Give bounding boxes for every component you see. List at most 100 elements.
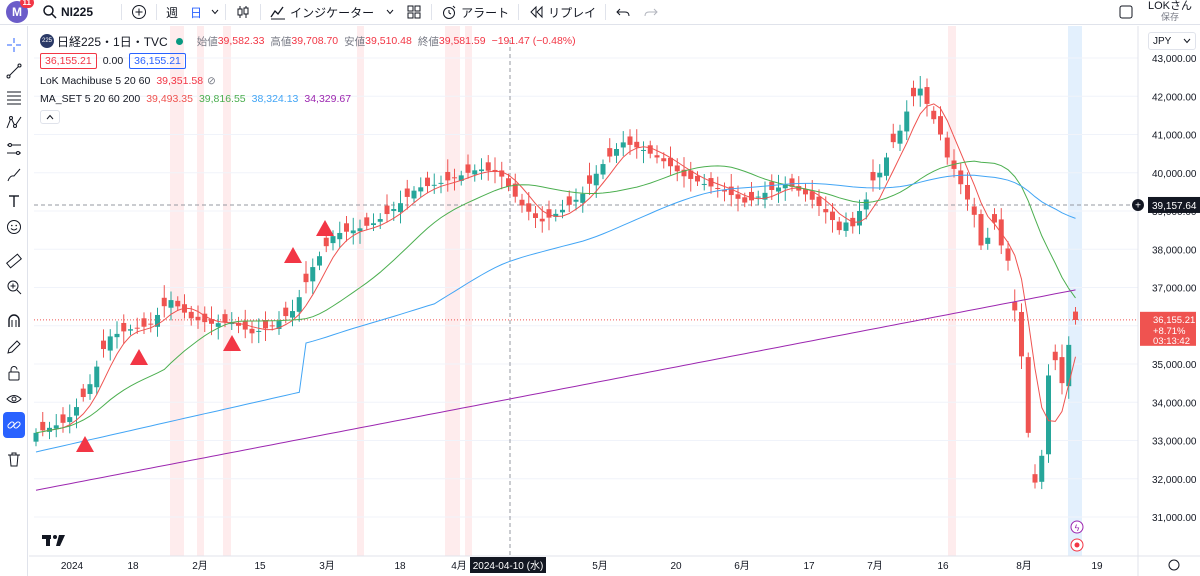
candle-body [816,196,822,207]
moving-averages [35,103,1076,491]
forecast-tool[interactable] [0,136,28,162]
layout-button[interactable] [400,0,428,25]
candle-body [398,203,403,213]
alert-button[interactable]: アラート [435,0,515,25]
close-value: 39,581.59 [438,35,486,47]
lock-tool[interactable] [0,360,28,386]
ma60-line [35,174,1076,453]
candle-body [344,223,349,232]
brush-icon [7,168,21,182]
timeframe-dropdown[interactable] [208,0,222,25]
open-label: 始値 [196,35,218,48]
candle-body [776,187,781,192]
hide-tool[interactable] [0,386,28,412]
time-tick-label: 2024 [61,561,84,572]
candle-body [40,421,46,431]
indicator-row-1[interactable]: LoK Machibuse 5 20 60 39,351.58 ⊘ [40,72,576,90]
candle-body [323,237,329,247]
buy-signal-triangle [223,335,241,351]
candle-body [1032,474,1038,483]
candle-body [269,325,275,327]
crosshair-tool[interactable] [0,32,28,58]
timeframe-day[interactable]: 日 [190,5,203,20]
candle-body [762,192,768,200]
candle-body [101,340,106,350]
trash-tool[interactable] [0,446,28,472]
symbol-name: NI225 [61,5,94,19]
tradingview-logo[interactable] [42,532,66,551]
candle-body [242,321,248,330]
magnet-tool[interactable] [0,308,28,334]
symbol-title[interactable]: 日経225・1日・TVC [57,34,168,49]
sell-button[interactable]: 36,155.21 [40,53,97,69]
event-record-dot [1074,542,1080,548]
price-tick-label: 34,000.00 [1152,398,1197,409]
candle-body [377,219,383,222]
time-tick-label: 4月 [451,560,467,572]
candle-body [803,189,808,195]
text-icon [9,195,19,207]
undo-button[interactable] [609,0,637,25]
divider [431,4,433,20]
candle-body [614,149,619,156]
highlight-band [1068,26,1082,556]
emoji-tool[interactable] [0,214,28,240]
candle-body [195,316,201,321]
candle-body [263,320,268,329]
price-tick-label: 38,000.00 [1152,245,1197,256]
zoom-tool[interactable] [0,274,28,300]
smiley-icon [7,220,21,234]
candle-body [789,178,795,187]
chart-type-button[interactable] [229,0,257,25]
link-tool[interactable] [3,412,25,438]
candle-body [371,223,376,226]
time-tick-label: 15 [254,561,266,572]
currency-dropdown[interactable]: JPY [1148,32,1196,50]
timeframe-week[interactable]: 週 [166,5,179,20]
text-tool[interactable] [0,188,28,214]
indicator-row-2[interactable]: MA_SET 5 20 60 200 39,493.35 39,816.55 3… [40,90,576,108]
highlight-band [170,26,184,556]
crosshair-add-button [1132,198,1144,211]
price-chart[interactable]: ϟ 43,000.00 42,000.00 41,000.00 40,000.00 39… [29,26,1200,576]
compare-button[interactable] [125,0,153,25]
replay-label: リプレイ [548,5,597,20]
ruler-tool[interactable] [0,248,28,274]
legend-collapse-button[interactable] [40,110,60,124]
plus-circle-icon [132,5,147,19]
price-tick-label: 43,000.00 [1152,54,1197,65]
candle-body [911,87,916,97]
candle-body [884,157,889,176]
redo-button[interactable] [637,0,665,25]
replay-button[interactable]: リプレイ [522,0,602,25]
checkbox-icon [1119,5,1133,19]
highlight-band [357,26,364,556]
candle-body [539,218,545,222]
crosshair-price-label: 39,157.64 [1152,201,1197,212]
divider [518,4,520,20]
candle-body [148,323,154,325]
high-label: 高値 [270,35,292,48]
save-label: 保存 [1160,12,1179,22]
brush-tool[interactable] [0,162,28,188]
user-avatar[interactable]: M 11 [6,0,34,23]
candle-body [283,307,289,317]
buy-button[interactable]: 36,155.21 [129,53,186,69]
trendline-tool[interactable] [0,58,28,84]
panel-toggle[interactable] [1112,0,1140,25]
candle-body [60,414,66,423]
symbol-search[interactable]: NI225 [36,0,99,25]
price-tick-label: 35,000.00 [1152,360,1197,371]
save-area[interactable]: LOKさん 保存 [1140,1,1200,23]
candle-body [904,111,910,132]
fib-tool[interactable] [0,84,28,110]
alarm-clock-icon [443,5,456,19]
candle-body [357,228,363,232]
stay-in-drawing-tool[interactable] [0,334,28,360]
candle-body [74,407,79,416]
indicators-button[interactable]: インジケーター [264,0,400,25]
candle-body [654,155,660,158]
candle-body [411,190,417,199]
pattern-tool[interactable] [0,110,28,136]
countdown-label: 03:13:42 [1153,336,1190,347]
